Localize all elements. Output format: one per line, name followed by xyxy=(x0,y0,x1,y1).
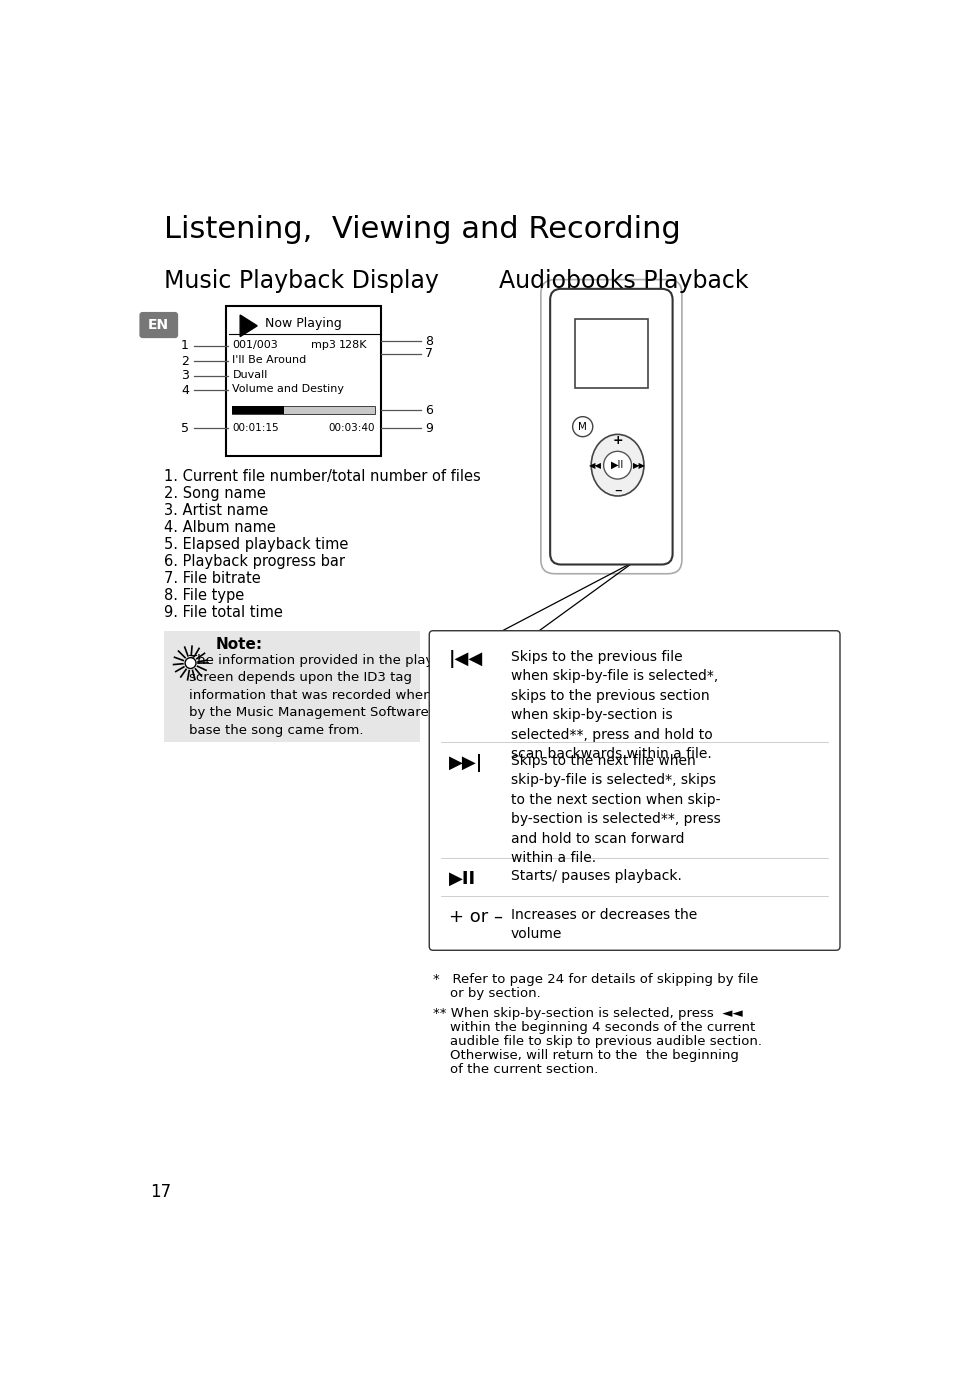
Text: 4. Album name: 4. Album name xyxy=(164,519,275,534)
FancyBboxPatch shape xyxy=(139,312,178,338)
Bar xyxy=(226,306,381,456)
Text: 6: 6 xyxy=(425,404,433,416)
Text: Music Playback Display: Music Playback Display xyxy=(164,269,438,293)
Text: mp3: mp3 xyxy=(311,339,336,349)
Polygon shape xyxy=(240,315,257,337)
Text: ▶II: ▶II xyxy=(448,870,476,888)
Text: 6. Playback progress bar: 6. Playback progress bar xyxy=(164,554,345,569)
Text: M: M xyxy=(578,422,586,431)
Text: ▶▶|: ▶▶| xyxy=(448,754,482,772)
Text: + or –: + or – xyxy=(448,908,502,926)
Text: I'll Be Around: I'll Be Around xyxy=(233,354,306,365)
Text: 8. File type: 8. File type xyxy=(164,588,244,603)
Text: Otherwise, will return to the  the beginning: Otherwise, will return to the the beginn… xyxy=(433,1048,739,1062)
Text: Duvall: Duvall xyxy=(233,370,268,379)
Text: 00:03:40: 00:03:40 xyxy=(328,423,375,433)
Circle shape xyxy=(572,416,592,437)
Bar xyxy=(233,405,375,415)
Text: 128K: 128K xyxy=(338,339,367,349)
Text: *   Refer to page 24 for details of skipping by file: * Refer to page 24 for details of skippi… xyxy=(433,973,758,987)
Circle shape xyxy=(603,451,631,480)
Text: 8: 8 xyxy=(425,335,433,348)
FancyBboxPatch shape xyxy=(540,280,681,574)
Text: –: – xyxy=(613,482,620,497)
Text: ** When skip-by-section is selected, press  ◄◄: ** When skip-by-section is selected, pre… xyxy=(433,1007,742,1021)
Circle shape xyxy=(185,658,195,669)
Text: 001/003: 001/003 xyxy=(233,339,278,349)
Text: 7. File bitrate: 7. File bitrate xyxy=(164,570,261,585)
Text: ▶II: ▶II xyxy=(610,460,623,470)
Text: Increases or decreases the
volume: Increases or decreases the volume xyxy=(510,908,696,941)
Ellipse shape xyxy=(591,434,643,496)
Text: ◀◀: ◀◀ xyxy=(589,460,601,470)
Text: 1: 1 xyxy=(181,339,189,352)
Text: 5: 5 xyxy=(181,422,189,434)
Text: Volume and Destiny: Volume and Destiny xyxy=(233,385,344,394)
Text: Note:: Note: xyxy=(216,638,263,651)
Text: 5. Elapsed playback time: 5. Elapsed playback time xyxy=(164,537,348,552)
Text: Audiobooks Playback: Audiobooks Playback xyxy=(498,269,748,293)
Text: 9: 9 xyxy=(425,422,433,434)
Text: of the current section.: of the current section. xyxy=(433,1062,598,1076)
Text: ▶▶: ▶▶ xyxy=(632,460,645,470)
Bar xyxy=(164,631,419,742)
Text: 4: 4 xyxy=(181,383,189,397)
Text: 3: 3 xyxy=(181,370,189,382)
Text: 00:01:15: 00:01:15 xyxy=(233,423,278,433)
Text: 17: 17 xyxy=(150,1183,172,1201)
FancyBboxPatch shape xyxy=(429,631,840,951)
FancyBboxPatch shape xyxy=(550,289,672,565)
Text: Starts/ pauses playback.: Starts/ pauses playback. xyxy=(510,870,680,883)
Text: EN: EN xyxy=(148,317,170,333)
Text: Listening,  Viewing and Recording: Listening, Viewing and Recording xyxy=(164,214,680,245)
Text: |◀◀: |◀◀ xyxy=(448,650,482,668)
Text: 7: 7 xyxy=(425,348,433,360)
Bar xyxy=(233,405,283,415)
Text: or by section.: or by section. xyxy=(433,988,540,1000)
Text: Skips to the previous file
when skip-by-file is selected*,
skips to the previous: Skips to the previous file when skip-by-… xyxy=(510,650,717,761)
Text: +: + xyxy=(612,434,622,447)
Text: 2: 2 xyxy=(181,354,189,368)
Text: 2. Song name: 2. Song name xyxy=(164,486,266,502)
Text: 1. Current file number/total number of files: 1. Current file number/total number of f… xyxy=(164,469,480,484)
Text: Now Playing: Now Playing xyxy=(265,317,342,330)
Text: The information provided in the playback
    screen depends upon the ID3 tag
   : The information provided in the playback… xyxy=(172,654,486,736)
Text: 9. File total time: 9. File total time xyxy=(164,605,283,620)
Text: 3. Artist name: 3. Artist name xyxy=(164,503,268,518)
Text: audible file to skip to previous audible section.: audible file to skip to previous audible… xyxy=(433,1035,761,1048)
Text: within the beginning 4 seconds of the current: within the beginning 4 seconds of the cu… xyxy=(433,1021,755,1035)
Text: Skips to the next file when
skip-by-file is selected*, skips
to the next section: Skips to the next file when skip-by-file… xyxy=(510,754,720,866)
Bar xyxy=(575,319,647,389)
